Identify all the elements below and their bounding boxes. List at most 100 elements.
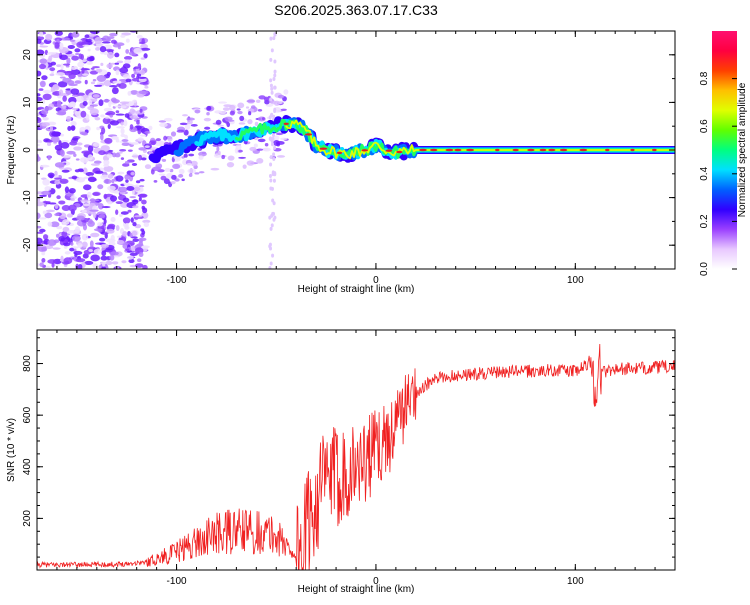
noise-blob <box>138 240 144 247</box>
noise-blob <box>269 113 273 118</box>
noise-blob <box>83 184 92 191</box>
noise-blob <box>158 173 166 176</box>
noise-blob <box>152 166 162 171</box>
noise-blob <box>115 138 120 143</box>
noise-blob <box>61 231 68 238</box>
noise-blob <box>227 155 235 161</box>
noise-blob <box>273 69 277 74</box>
noise-blob <box>61 169 70 173</box>
noise-blob <box>139 82 149 85</box>
noise-blob <box>237 149 243 153</box>
noise-blob <box>107 185 116 191</box>
noise-blob <box>270 48 274 53</box>
noise-blob <box>39 45 49 48</box>
noise-blob <box>125 38 130 43</box>
noise-blob <box>93 228 103 232</box>
noise-blob <box>239 115 245 122</box>
noise-blob <box>120 127 125 135</box>
noise-blob <box>246 99 256 103</box>
noise-blob <box>224 116 233 121</box>
noise-blob <box>271 198 275 203</box>
noise-blob <box>269 78 273 83</box>
noise-blob <box>132 199 139 205</box>
noise-blob <box>138 196 142 202</box>
noise-blob <box>56 195 61 200</box>
noise-blob <box>144 85 149 89</box>
noise-blob <box>257 108 263 112</box>
noise-blob <box>217 150 221 156</box>
noise-blob <box>37 96 43 102</box>
noise-blob <box>56 111 67 116</box>
noise-blob <box>272 114 276 119</box>
noise-blob <box>131 245 135 252</box>
noise-blob <box>126 255 134 260</box>
noise-blob <box>139 178 145 182</box>
noise-blob <box>253 143 258 148</box>
noise-blob <box>92 94 100 98</box>
noise-blob <box>137 129 142 135</box>
noise-blob <box>107 201 113 205</box>
noise-blob <box>139 108 143 113</box>
noise-blob <box>237 110 243 115</box>
noise-blob <box>115 225 120 232</box>
noise-blob <box>120 133 126 138</box>
noise-blob <box>99 46 107 53</box>
colorbar-tick-label: 0.0 <box>699 262 710 276</box>
noise-blob <box>81 73 89 76</box>
noise-blob <box>120 211 129 215</box>
noise-blob <box>68 204 77 212</box>
noise-blob <box>60 133 65 137</box>
noise-blob <box>61 140 69 143</box>
noise-blob <box>270 223 274 228</box>
noise-blob <box>272 217 276 222</box>
noise-blob <box>120 157 125 161</box>
noise-blob <box>269 246 273 251</box>
noise-blob <box>88 99 93 106</box>
noise-blob <box>68 187 76 194</box>
colorbar-tick-label: 0.6 <box>699 119 710 133</box>
noise-blob <box>90 67 95 70</box>
noise-blob <box>85 172 95 177</box>
noise-blob <box>44 212 53 219</box>
noise-blob <box>76 142 83 146</box>
noise-blob <box>271 142 275 147</box>
noise-blob <box>190 123 198 127</box>
noise-blob <box>270 186 274 191</box>
noise-blob <box>66 213 73 218</box>
noise-blob <box>144 130 151 134</box>
noise-blob <box>198 155 204 160</box>
noise-blob <box>67 44 75 49</box>
noise-blob <box>141 205 146 210</box>
noise-blob <box>124 134 128 140</box>
noise-blob <box>132 205 139 209</box>
noise-blob <box>270 90 274 95</box>
noise-blob <box>77 243 83 248</box>
noise-blob <box>149 140 157 145</box>
noise-blob <box>105 260 113 266</box>
noise-blob <box>101 206 111 209</box>
noise-blob <box>143 53 148 59</box>
noise-blob <box>130 90 139 95</box>
noise-blob <box>109 254 115 261</box>
noise-blob <box>55 72 66 76</box>
noise-blob <box>66 150 76 155</box>
noise-blob <box>93 248 102 255</box>
noise-blob <box>158 120 167 123</box>
noise-blob <box>37 201 44 207</box>
noise-blob <box>73 153 77 157</box>
noise-blob <box>103 179 112 185</box>
noise-blob <box>49 73 55 77</box>
ridge-peak <box>445 148 454 152</box>
noise-blob <box>144 164 152 170</box>
noise-blob <box>54 31 63 36</box>
noise-blob <box>237 102 245 109</box>
noise-blob <box>143 222 150 228</box>
noise-blob <box>89 209 99 212</box>
noise-blob <box>178 174 184 178</box>
noise-blob <box>46 142 52 146</box>
noise-blob <box>122 63 131 69</box>
noise-blob <box>89 104 99 107</box>
snr-ytick-label: 400 <box>22 458 33 475</box>
noise-blob <box>95 68 103 73</box>
noise-blob <box>179 122 188 126</box>
